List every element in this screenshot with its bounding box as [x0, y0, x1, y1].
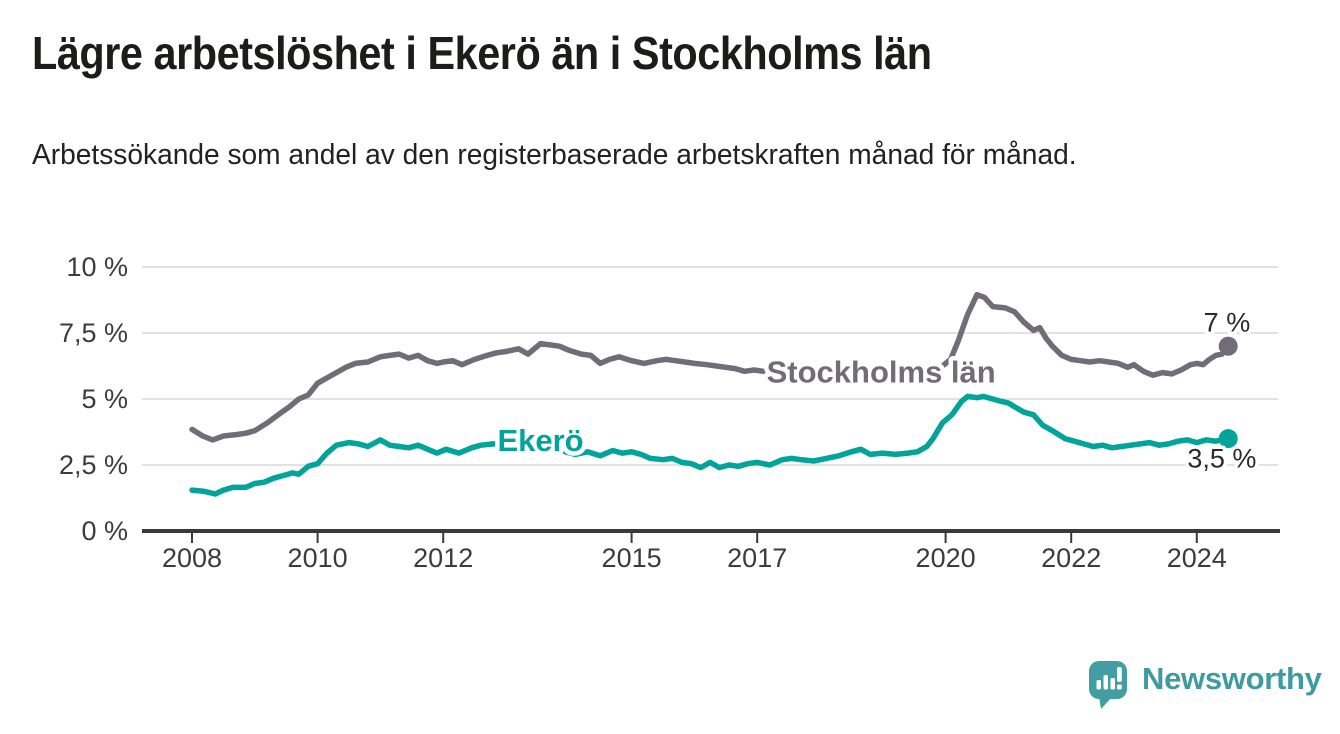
x-tick-label: 2012: [413, 543, 473, 573]
series-end-dot-0: [1218, 336, 1238, 356]
x-tick-label: 2015: [602, 543, 662, 573]
x-tick-label: 2010: [288, 543, 348, 573]
y-tick-label: 2,5 %: [59, 450, 128, 480]
x-tick-label: 2020: [916, 543, 976, 573]
series-end-value-1: 3,5 %: [1187, 443, 1256, 473]
page-title: Lägre arbetslöshet i Ekerö än i Stockhol…: [32, 27, 932, 79]
series-end-value-0: 7 %: [1204, 307, 1251, 337]
series-line-1: [189, 393, 1231, 497]
series-end-dot-1: [1218, 429, 1238, 449]
series-line-0: [189, 291, 1231, 443]
series-label-0: Stockholms län: [767, 355, 996, 390]
y-tick-label: 7,5 %: [59, 318, 128, 348]
x-tick-label: 2008: [162, 543, 222, 573]
x-tick-label: 2017: [727, 543, 787, 573]
branding-footer: Newsworthy: [1086, 656, 1322, 712]
newsworthy-logo-text: Newsworthy: [1142, 661, 1322, 696]
page-subtitle: Arbetssökande som andel av den registerb…: [32, 139, 1077, 171]
x-tick-label: 2024: [1167, 543, 1227, 573]
y-tick-label: 0 %: [81, 516, 128, 546]
x-tick-label: 2022: [1041, 543, 1101, 573]
newsworthy-logo-icon: [1089, 661, 1127, 709]
series-label-1: Ekerö: [497, 423, 583, 458]
y-tick-label: 5 %: [81, 384, 128, 414]
y-tick-label: 10 %: [66, 252, 128, 282]
